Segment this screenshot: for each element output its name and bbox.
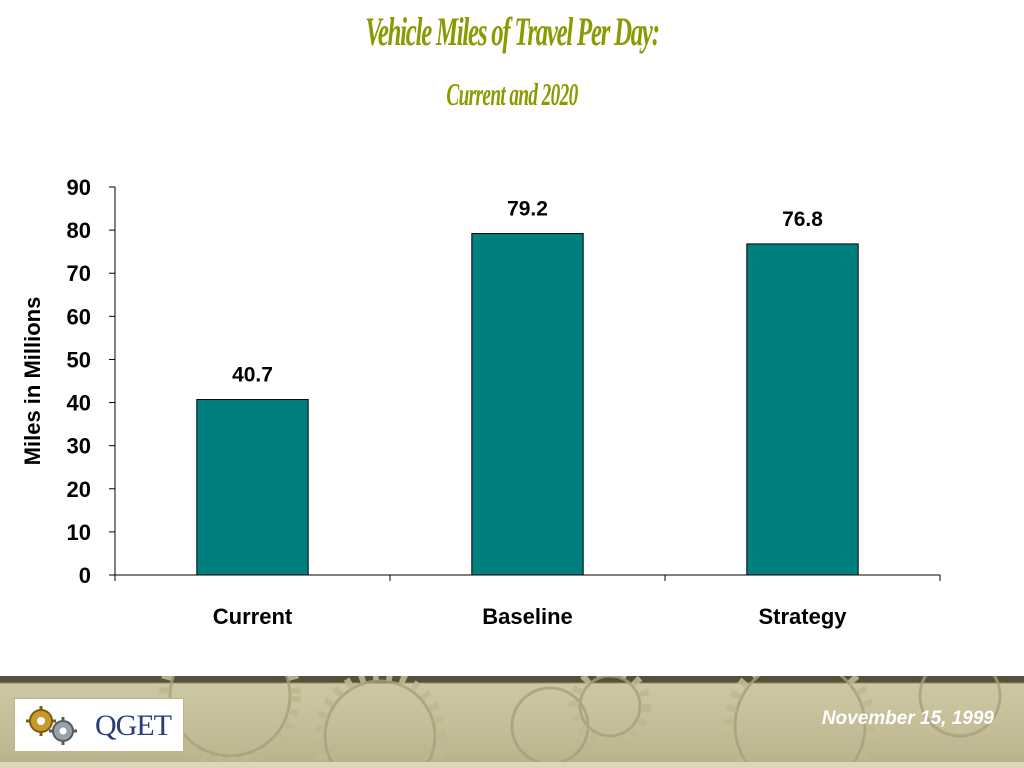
data-label: 79.2 bbox=[507, 198, 548, 221]
footer-banner: QGET November 15, 1999 bbox=[0, 676, 1024, 768]
x-tick-label: Current bbox=[213, 604, 293, 629]
x-tick-label: Strategy bbox=[758, 604, 847, 629]
y-tick-label: 20 bbox=[67, 477, 91, 502]
bar bbox=[196, 399, 309, 576]
y-tick-label: 60 bbox=[67, 304, 91, 329]
chart-subtitle: Current and 2020 bbox=[446, 76, 578, 112]
logo-text: QGET bbox=[95, 709, 172, 742]
y-tick-label: 0 bbox=[79, 563, 91, 588]
data-label: 76.8 bbox=[782, 208, 823, 231]
gears-icon bbox=[26, 706, 77, 745]
y-tick-label: 80 bbox=[67, 218, 91, 243]
y-tick-label: 50 bbox=[67, 347, 91, 372]
footer-strip bbox=[0, 762, 1024, 768]
y-tick-label: 40 bbox=[67, 391, 91, 416]
bar-chart: 0 10 20 30 40 50 60 70 80 90 Miles in Millions 40.7… bbox=[20, 175, 941, 629]
bar bbox=[746, 243, 859, 576]
bar bbox=[471, 233, 584, 576]
y-tick-label: 90 bbox=[67, 175, 91, 200]
logo: QGET bbox=[14, 698, 184, 752]
x-tick-label: Baseline bbox=[482, 604, 573, 629]
data-label: 40.7 bbox=[232, 364, 273, 387]
y-tick-label: 30 bbox=[67, 434, 91, 459]
chart-title: Vehicle Miles of Travel Per Day: bbox=[365, 9, 660, 54]
y-tick-label: 70 bbox=[67, 261, 91, 286]
y-tick-label: 10 bbox=[67, 520, 91, 545]
y-axis-label: Miles in Millions bbox=[20, 297, 45, 466]
footer-date: November 15, 1999 bbox=[821, 708, 994, 729]
